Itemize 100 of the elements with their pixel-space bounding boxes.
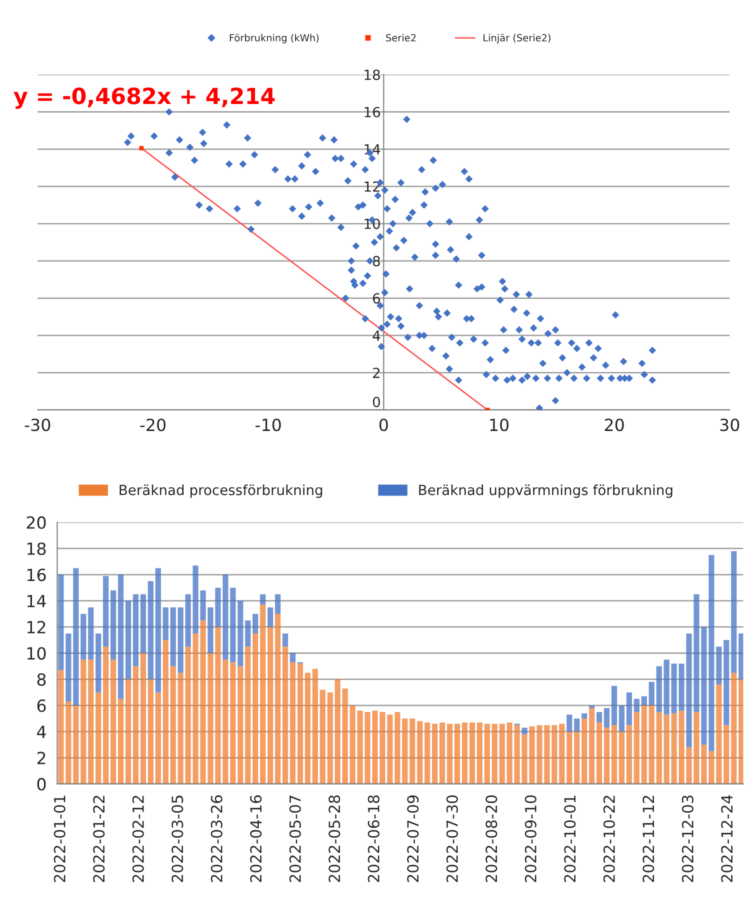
y-tick-label: 18 [27,542,46,556]
x-tick-label: 2022-11-12 [642,796,654,882]
bar [342,688,348,784]
bar [88,660,94,784]
bar [260,594,266,605]
bar [618,705,625,732]
bar [596,712,602,722]
bar [110,590,116,660]
legend-label: Förbrukning (kWh) [230,34,319,44]
bar [559,724,565,784]
bar [297,664,304,784]
bar [394,712,400,784]
bar [618,732,625,784]
bar [245,620,251,647]
bar [252,634,258,784]
x-tick-label: 2022-04-16 [250,795,262,882]
bar [454,724,460,784]
bar [611,686,618,726]
bar [162,607,168,640]
x-tick-label: 2022-10-22 [603,796,615,882]
bar [641,696,647,706]
x-tick-label: 2022-07-09 [407,795,419,882]
bar [80,614,86,660]
bar [648,682,654,706]
bar [96,634,102,692]
x-tick-label: 10 [490,418,508,432]
bar [417,721,423,784]
bar [462,722,468,784]
bar [148,679,154,784]
y-tick-label: 4 [372,330,380,341]
bar [604,728,610,784]
bar [634,712,640,784]
legend-label: Beräknad uppvärmnings förbrukning [419,484,672,498]
x-tick-label: 2022-05-28 [328,795,340,882]
bar [446,724,453,784]
x-tick-label: 2022-07-30 [446,795,458,882]
x-tick-label: 2022-03-05 [172,796,184,882]
legend-label: Beräknad processförbrukning [120,484,322,498]
bar [170,666,176,784]
bar [73,568,79,706]
x-tick-label: 2022-06-18 [368,795,380,882]
bar [155,692,161,784]
bar [476,722,482,784]
bar [148,581,154,680]
bar [566,714,572,732]
bar [238,666,244,784]
bar [484,724,490,784]
bar [73,705,79,784]
bar [320,690,326,784]
x-tick-label: 2022-01-01 [54,796,66,882]
bar [290,662,296,784]
annotation: y = -0,4682x + 4,214 [14,88,275,109]
bar [402,718,408,784]
bar [522,728,528,734]
bar [132,666,139,784]
bar [582,718,588,784]
bar [125,679,132,784]
bar [582,713,588,719]
bar [738,634,744,680]
y-tick-label: 8 [37,673,46,686]
x-tick-label: 2022-09-10 [524,795,536,882]
bar [492,724,498,784]
bar [282,634,288,647]
bar [656,666,662,712]
legend-label: Linjär (Serie2) [484,34,550,44]
bar [469,722,475,784]
bar [589,708,595,784]
bar [611,725,618,784]
bar [140,653,146,784]
y-tick-label: 16 [27,568,46,582]
bar [626,692,632,726]
bar [731,672,737,784]
y-tick-label: 12 [27,620,46,634]
x-tick-label: 20 [604,418,624,432]
x-tick-label: -30 [24,418,50,432]
y-tick-label: 8 [372,256,380,266]
bar [731,551,737,673]
bar [716,646,722,685]
y-tick-label: 0 [37,778,46,790]
x-tick-label: 2022-03-26 [210,795,222,882]
bar [738,679,744,784]
bar [155,568,161,692]
y-tick-label: 6 [37,699,46,712]
bar [312,668,318,784]
bar [589,705,595,708]
bar [178,607,184,673]
x-tick-label: 2022-08-20 [486,795,498,882]
y-tick-label: 0 [372,396,380,408]
bar [162,640,168,784]
bar [574,732,580,784]
bar [178,672,184,784]
bar [596,722,602,784]
bar [334,679,340,784]
bar [170,607,176,666]
bar [290,653,296,662]
bar [274,594,281,614]
x-tick-label: 30 [720,418,740,432]
bar [274,614,281,784]
bar [656,712,662,784]
y-tick-label: 2 [37,752,46,764]
